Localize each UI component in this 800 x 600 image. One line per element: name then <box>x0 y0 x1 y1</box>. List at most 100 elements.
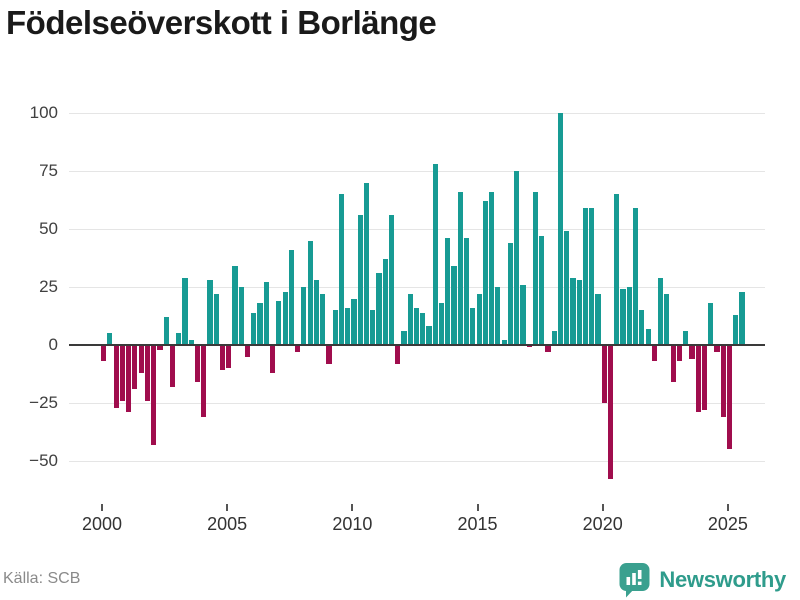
bar-2002-Q1 <box>151 345 157 445</box>
bar-2021-Q4 <box>645 328 651 345</box>
y-axis-label--50: −50 <box>29 450 58 470</box>
bar-2016-Q1 <box>501 340 507 345</box>
bar-2018-Q1 <box>551 331 557 345</box>
zero-axis-line <box>69 344 765 346</box>
y-axis-label-50: 50 <box>39 219 58 239</box>
bar-2018-Q3 <box>564 231 570 345</box>
chart-title: Födelseöverskott i Borlänge <box>6 4 437 41</box>
bar-2007-Q1 <box>276 300 282 345</box>
bar-2013-Q4 <box>445 238 451 345</box>
bar-2006-Q2 <box>257 303 263 345</box>
x-tick-2005 <box>226 504 229 511</box>
gridline-y-25 <box>69 287 765 289</box>
bar-2024-Q2 <box>708 303 714 345</box>
bar-2003-Q4 <box>194 345 201 383</box>
bar-2016-Q3 <box>514 171 520 345</box>
bar-2016-Q4 <box>520 284 526 345</box>
bar-2005-Q3 <box>238 287 244 345</box>
bar-2022-Q2 <box>658 277 664 345</box>
gridline-y-75 <box>69 171 765 173</box>
x-axis-label-2005: 2005 <box>207 514 248 534</box>
bar-2005-Q4 <box>244 345 251 357</box>
bar-2011-Q1 <box>376 273 382 345</box>
bar-2015-Q3 <box>489 192 495 345</box>
bar-2009-Q1 <box>326 345 332 364</box>
bar-2021-Q3 <box>639 310 645 345</box>
bar-2010-Q4 <box>370 310 376 345</box>
bar-2009-Q2 <box>332 310 338 345</box>
bar-2023-Q3 <box>689 345 695 359</box>
bar-2012-Q2 <box>407 294 413 345</box>
bar-2019-Q1 <box>576 280 582 345</box>
bar-2015-Q1 <box>476 294 482 345</box>
bar-2012-Q3 <box>413 307 420 345</box>
bar-2012-Q4 <box>420 312 426 345</box>
bar-2001-Q2 <box>132 345 138 390</box>
bar-2001-Q4 <box>144 345 150 401</box>
bar-2008-Q2 <box>307 240 313 345</box>
bar-2010-Q2 <box>357 215 363 345</box>
bar-2002-Q4 <box>169 345 176 387</box>
bar-2015-Q4 <box>495 287 501 345</box>
bar-2008-Q3 <box>313 280 319 345</box>
bar-2002-Q3 <box>163 317 169 345</box>
bar-2024-Q4 <box>720 345 726 417</box>
bar-2025-Q2 <box>733 314 739 345</box>
bar-2011-Q3 <box>388 215 395 345</box>
bar-2023-Q4 <box>695 345 701 413</box>
source-note: Källa: SCB <box>3 570 81 587</box>
x-axis-label-2000: 2000 <box>81 514 123 534</box>
x-tick-2020 <box>601 504 604 511</box>
bar-2007-Q3 <box>288 249 294 345</box>
bar-2017-Q3 <box>539 236 545 345</box>
bar-2022-Q3 <box>664 294 670 345</box>
bar-2000-Q4 <box>119 345 125 401</box>
bar-2005-Q2 <box>232 266 238 345</box>
bar-2023-Q1 <box>676 345 682 362</box>
bar-2006-Q1 <box>251 312 257 345</box>
bar-2020-Q4 <box>620 289 626 345</box>
bar-2021-Q1 <box>626 287 632 345</box>
x-tick-2010 <box>351 504 354 511</box>
gridline-y-100 <box>69 113 765 115</box>
bar-2000-Q1 <box>101 345 107 362</box>
x-tick-2015 <box>476 504 479 511</box>
bar-2008-Q1 <box>301 287 307 345</box>
bar-2020-Q2 <box>607 345 614 480</box>
gridline-y--25 <box>69 402 765 404</box>
bar-2013-Q1 <box>426 326 432 345</box>
bar-2014-Q3 <box>464 238 470 345</box>
x-axis-label-2025: 2025 <box>707 514 748 534</box>
bar-2000-Q3 <box>113 345 119 408</box>
newsworthy-logo[interactable]: Newsworthy <box>618 562 786 598</box>
bar-2024-Q1 <box>701 345 708 410</box>
y-axis-label-100: 100 <box>29 103 58 123</box>
bar-2003-Q3 <box>188 340 194 345</box>
bar-2008-Q4 <box>320 294 326 345</box>
bar-2025-Q1 <box>726 345 733 450</box>
bar-2018-Q2 <box>557 113 564 345</box>
bar-2022-Q1 <box>651 345 657 362</box>
bar-2019-Q4 <box>595 294 601 345</box>
bar-2006-Q3 <box>263 282 269 345</box>
x-axis-label-2020: 2020 <box>582 514 623 534</box>
bar-2002-Q2 <box>157 345 163 350</box>
bar-2004-Q3 <box>213 294 219 345</box>
bar-2001-Q1 <box>126 345 132 413</box>
bar-2005-Q1 <box>226 345 232 369</box>
bar-2017-Q1 <box>526 345 532 348</box>
bar-2020-Q1 <box>601 345 607 403</box>
gridline-y--50 <box>69 460 765 462</box>
bar-2009-Q3 <box>338 194 345 345</box>
x-tick-2000 <box>101 504 103 511</box>
bar-2012-Q1 <box>401 331 407 345</box>
bar-2007-Q2 <box>282 291 288 345</box>
bar-2004-Q4 <box>219 345 226 371</box>
bar-2019-Q2 <box>582 208 589 345</box>
bar-2014-Q1 <box>451 266 457 345</box>
bar-2004-Q2 <box>207 280 213 345</box>
bar-2016-Q2 <box>507 243 514 345</box>
bar-2010-Q3 <box>363 182 370 345</box>
bar-2024-Q3 <box>714 345 720 352</box>
bar-2001-Q3 <box>138 345 144 373</box>
